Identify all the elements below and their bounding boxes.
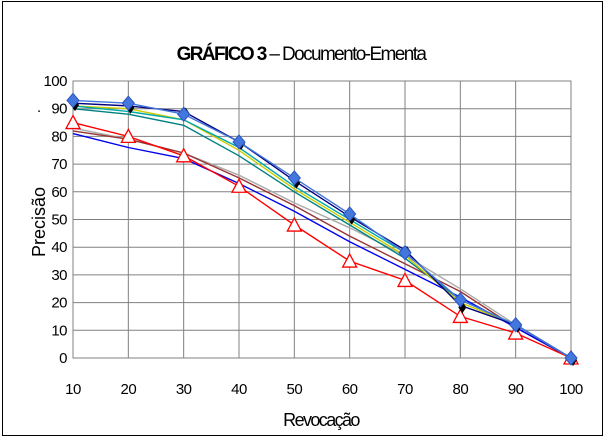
y-tick-label: 80 (51, 128, 67, 145)
x-tick-label: 70 (397, 381, 413, 398)
x-tick-label: 100 (559, 381, 583, 398)
data-point-triangle (120, 128, 137, 144)
tick-labels: 0 10 20 30 40 50 60 70 80 90 100 10 20 30 40 50 60 70 80 90… (43, 73, 583, 398)
y-tick-label: 0 (59, 350, 67, 367)
data-point-diamond-blue (287, 170, 301, 186)
data-point-triangle (230, 177, 248, 193)
x-tick-label: 90 (508, 381, 524, 398)
series-line (72, 105, 572, 359)
stray-mark: . (37, 99, 41, 116)
data-point-diamond-blue (564, 350, 578, 366)
x-tick-label: 40 (231, 381, 247, 398)
data-point-diamond-blue (121, 95, 135, 111)
data-point-diamond-blue (509, 316, 523, 333)
data-point-diamond-blue (177, 106, 191, 123)
data-point-diamond-blue (66, 92, 80, 109)
data-point-triangle (64, 114, 82, 130)
data-point-triangle (507, 324, 524, 340)
data-point-diamond-blue (398, 244, 412, 261)
x-tick-label: 30 (176, 381, 192, 398)
data-point-triangle (396, 272, 414, 288)
chart-title-rest: – Documento-Ementa (266, 44, 428, 65)
data-point-diamond-blue (232, 134, 246, 150)
y-tick-label: 90 (51, 101, 67, 118)
data-point-diamond-blue (453, 292, 467, 308)
y-tick-label: 10 (51, 322, 67, 339)
y-tick-label: 20 (51, 295, 67, 312)
data-point-triangle (286, 216, 303, 232)
x-tick-label: 60 (342, 381, 358, 398)
y-tick-label: 60 (51, 184, 67, 201)
data-point-triangle (175, 147, 192, 163)
y-tick-label: 70 (51, 156, 67, 173)
x-tick-label: 50 (286, 381, 302, 398)
y-tick-label: 30 (51, 267, 67, 284)
y-tick-label: 40 (51, 239, 67, 256)
y-axis-title: Precisão (29, 187, 49, 257)
data-point-diamond-blue (343, 206, 357, 222)
chart-title: GRÁFICO 3 – Documento-Ementa (177, 43, 428, 65)
line-chart: GRÁFICO 3 – Documento-Ementa 0 10 20 30 40 50… (29, 43, 583, 430)
series-lines (64, 92, 580, 366)
x-tick-label: 20 (120, 381, 136, 398)
data-point-triangle (341, 252, 358, 268)
x-tick-label: 80 (452, 381, 468, 398)
x-tick-label: 10 (65, 381, 81, 398)
data-point-triangle (452, 308, 469, 324)
series-line (72, 121, 572, 359)
y-tick-label: 50 (51, 212, 67, 229)
x-axis-title: Revocação (283, 410, 360, 430)
series-line (72, 99, 572, 359)
chart-title-bold: GRÁFICO 3 (177, 43, 267, 65)
y-tick-label: 100 (43, 73, 67, 90)
